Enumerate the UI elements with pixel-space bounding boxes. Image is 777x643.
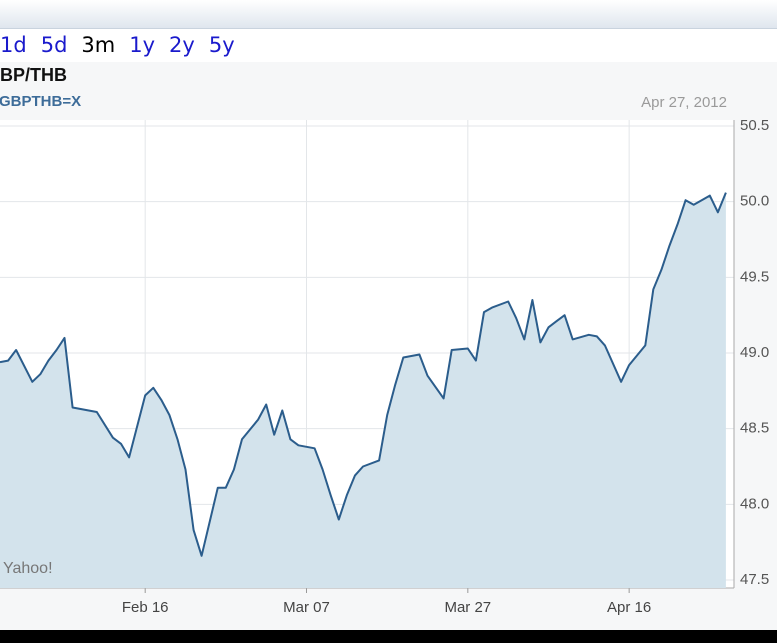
chart-subtitle: GBPTHB=X [0,93,81,110]
y-tick-label: 47.5 [740,571,769,588]
chart: BP/THB GBPTHB=X Apr 27, 2012 47.5 48.0 48.… [0,64,770,616]
range-link[interactable]: 1y [129,33,156,57]
x-tick-label: Feb 16 [122,599,169,616]
bottom-bar [0,630,777,643]
range-link[interactable]: 5y [208,33,235,57]
x-tick-label: Mar 07 [283,599,330,616]
range-link[interactable]: 1d [0,33,27,57]
y-tick-label: 50.5 [740,117,769,134]
x-tick-label: Mar 27 [444,599,491,616]
range-link[interactable]: 2y [169,33,195,57]
range-link[interactable]: 5d [40,33,68,57]
y-tick-label: 49.5 [740,268,769,285]
x-tick-label: Apr 16 [607,599,651,616]
y-tick-label: 48.0 [740,495,769,512]
watermark: Yahoo! [3,560,53,577]
date-label: Apr 27, 2012 [641,94,727,111]
top-bar [0,0,777,29]
y-tick-label: 49.0 [740,344,769,361]
range-links: 1d 5d 3m 1y 2y 5y [0,28,777,62]
price-line [0,192,727,557]
y-tick-label: 50.0 [740,193,769,210]
range-link[interactable]: 3m [81,33,116,57]
chart-title: BP/THB [0,65,67,85]
area-fill [0,192,726,588]
y-tick-label: 48.5 [740,420,769,437]
